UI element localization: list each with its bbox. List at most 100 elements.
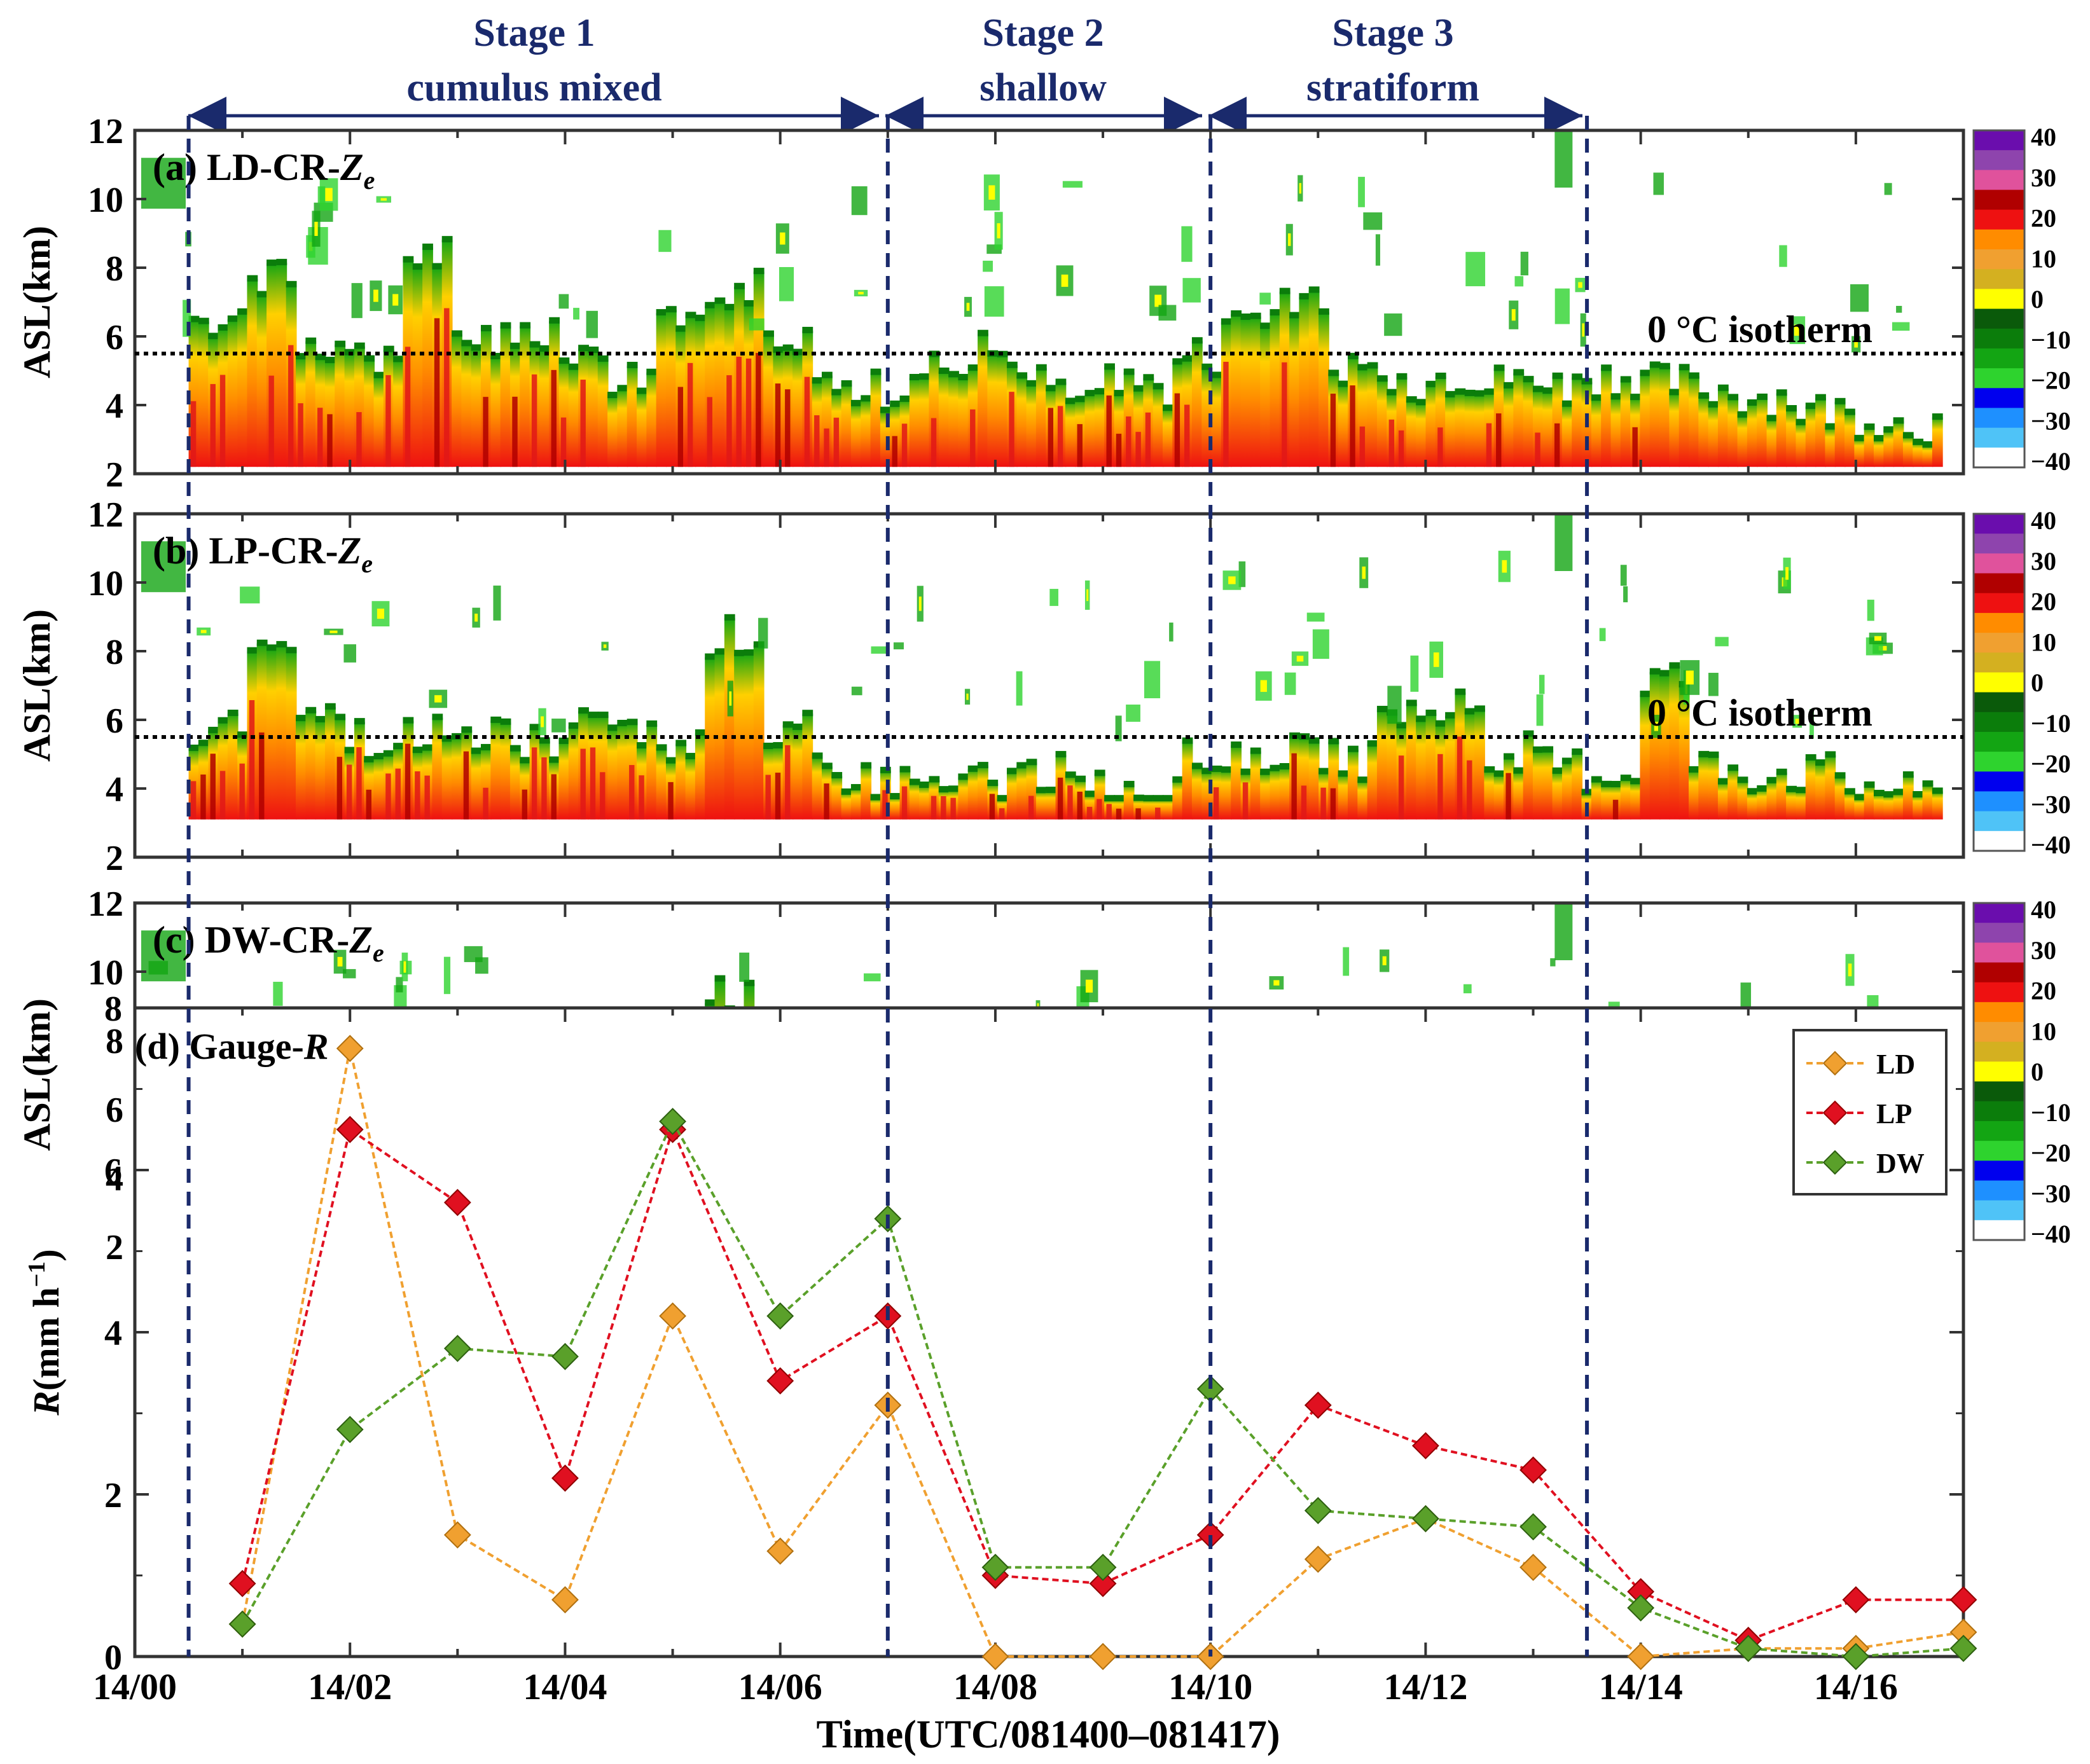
radar-echo-core: [687, 362, 693, 467]
radar-echo-edge: [539, 345, 550, 352]
radar-echo-column: [500, 326, 511, 467]
radar-echo-column: [1688, 376, 1699, 467]
radar-echo-core: [941, 796, 946, 820]
colorbar-swatch: [1974, 1141, 2024, 1161]
radar-echo-edge: [1766, 776, 1778, 783]
radar-echo-column: [705, 657, 716, 820]
gauge-series: [228, 1035, 1977, 1671]
radar-echo-edge: [324, 357, 336, 364]
radar-echo-column: [861, 399, 872, 467]
colorbar-tick-label: −30: [2031, 790, 2071, 818]
radar-cloud-fragment: [1465, 252, 1486, 287]
radar-echo-edge: [890, 793, 901, 800]
radar-cloud-fragment: [475, 957, 488, 974]
radar-echo-column: [1504, 385, 1514, 467]
radar-echo-edge: [1542, 746, 1554, 753]
radar-echo-column: [1260, 772, 1271, 820]
radar-cloud-fragment: [1623, 586, 1628, 603]
radar-echo-core: [1135, 432, 1141, 467]
x-axis: 14/00 14/02 14/04 14/06 14/08 14/10 14/12 14/14…: [93, 1666, 1898, 1707]
radar-echo-core: [1359, 426, 1366, 467]
data-point-dw: [1627, 1594, 1655, 1622]
panel-label-sub: e: [364, 166, 375, 195]
radar-echo-edge: [705, 301, 716, 308]
colorbar-swatch: [1974, 1101, 2024, 1122]
radar-echo-column: [1893, 792, 1904, 820]
radar-echo-core: [639, 775, 644, 820]
x-axis-label: Time(UTC/081400–081417): [816, 1713, 1280, 1756]
radar-echo-edge: [1474, 705, 1485, 712]
colorbar-swatch: [1974, 408, 2024, 429]
colorbar-swatch: [1974, 368, 2024, 389]
radar-echo-edge: [1464, 708, 1476, 715]
radar-echo-edge: [344, 747, 356, 754]
radar-echo-edge: [1163, 795, 1173, 802]
radar-echo-edge: [471, 344, 482, 351]
radar-echo-column: [1747, 403, 1758, 467]
radar-echo-edge: [237, 731, 248, 738]
radar-echo-edge: [198, 317, 209, 324]
radar-echo-edge: [1659, 670, 1670, 677]
radar-cloud-core: [373, 289, 378, 302]
radar-echo-edge: [1640, 369, 1651, 376]
radar-echo-core: [1242, 782, 1249, 820]
radar-echo-edge: [578, 345, 589, 352]
colorbar-swatch: [1974, 1180, 2024, 1201]
radar-cloud-fragment: [273, 981, 283, 1006]
radar-echo-core: [901, 786, 908, 820]
radar-echo-edge: [393, 355, 404, 362]
radar-echo-edge: [1717, 384, 1729, 391]
radar-echo-core: [219, 375, 226, 467]
radar-echo-edge: [899, 766, 911, 773]
radar-echo-column: [841, 383, 852, 467]
radar-echo-column: [1883, 430, 1895, 467]
radar-echo-edge: [695, 729, 706, 736]
radar-cloud-core: [1382, 956, 1387, 965]
radar-echo-edge: [734, 649, 745, 656]
panel-label-prefix: (c) DW-CR-: [153, 919, 349, 961]
radar-echo-column: [1172, 780, 1184, 820]
radar-cloud-core: [1037, 1003, 1039, 1007]
radar-echo-column: [198, 321, 209, 467]
radar-cloud-fragment: [443, 956, 451, 995]
radar-echo-edge: [714, 975, 726, 982]
radar-echo-core: [1632, 427, 1638, 467]
colorbar-swatch: [1974, 328, 2024, 349]
radar-y-tick-label: 10: [88, 953, 123, 993]
radar-echo-edge: [256, 291, 268, 298]
radar-cloud-fragment: [1358, 177, 1365, 207]
radar-echo-edge: [1902, 432, 1914, 439]
radar-echo-edge: [1513, 369, 1525, 376]
x-tick-label: 14/12: [1383, 1666, 1467, 1707]
radar-echo-column: [1367, 366, 1378, 467]
radar-cloud-fragment: [1520, 251, 1528, 276]
radar-echo-column: [1766, 780, 1778, 820]
radar-cloud-core: [434, 695, 442, 703]
radar-echo-column: [744, 653, 755, 820]
radar-echo-edge: [744, 649, 755, 656]
radar-cloud-core: [729, 691, 732, 706]
radar-cloud-fragment: [863, 973, 881, 982]
radar-echo-column: [792, 727, 803, 820]
radar-echo-edge: [1786, 785, 1797, 792]
legend-dw-marker: [1822, 1150, 1848, 1175]
radar-echo-column: [1688, 769, 1699, 820]
series-lp: [228, 1115, 1977, 1654]
radar-echo-column: [890, 797, 901, 820]
radar-echo-edge: [1191, 337, 1203, 344]
data-point-ld: [551, 1586, 579, 1614]
radar-echo-column: [1649, 365, 1661, 467]
radar-cloud-fragment: [1062, 181, 1083, 188]
radar-echo-edge: [1055, 378, 1067, 385]
radar-echo-column: [1698, 396, 1710, 467]
radar-echo-edge: [520, 757, 531, 764]
radar-echo-column: [1006, 771, 1018, 820]
radar-echo-edge: [324, 703, 336, 710]
colorbar-frame: [1972, 513, 2026, 852]
data-point-lp: [1519, 1456, 1547, 1484]
radar-echo-column: [656, 313, 667, 467]
radar-echo-edge: [607, 392, 618, 399]
radar-echo-column: [1016, 376, 1028, 467]
radar-echo-column: [1873, 794, 1885, 820]
